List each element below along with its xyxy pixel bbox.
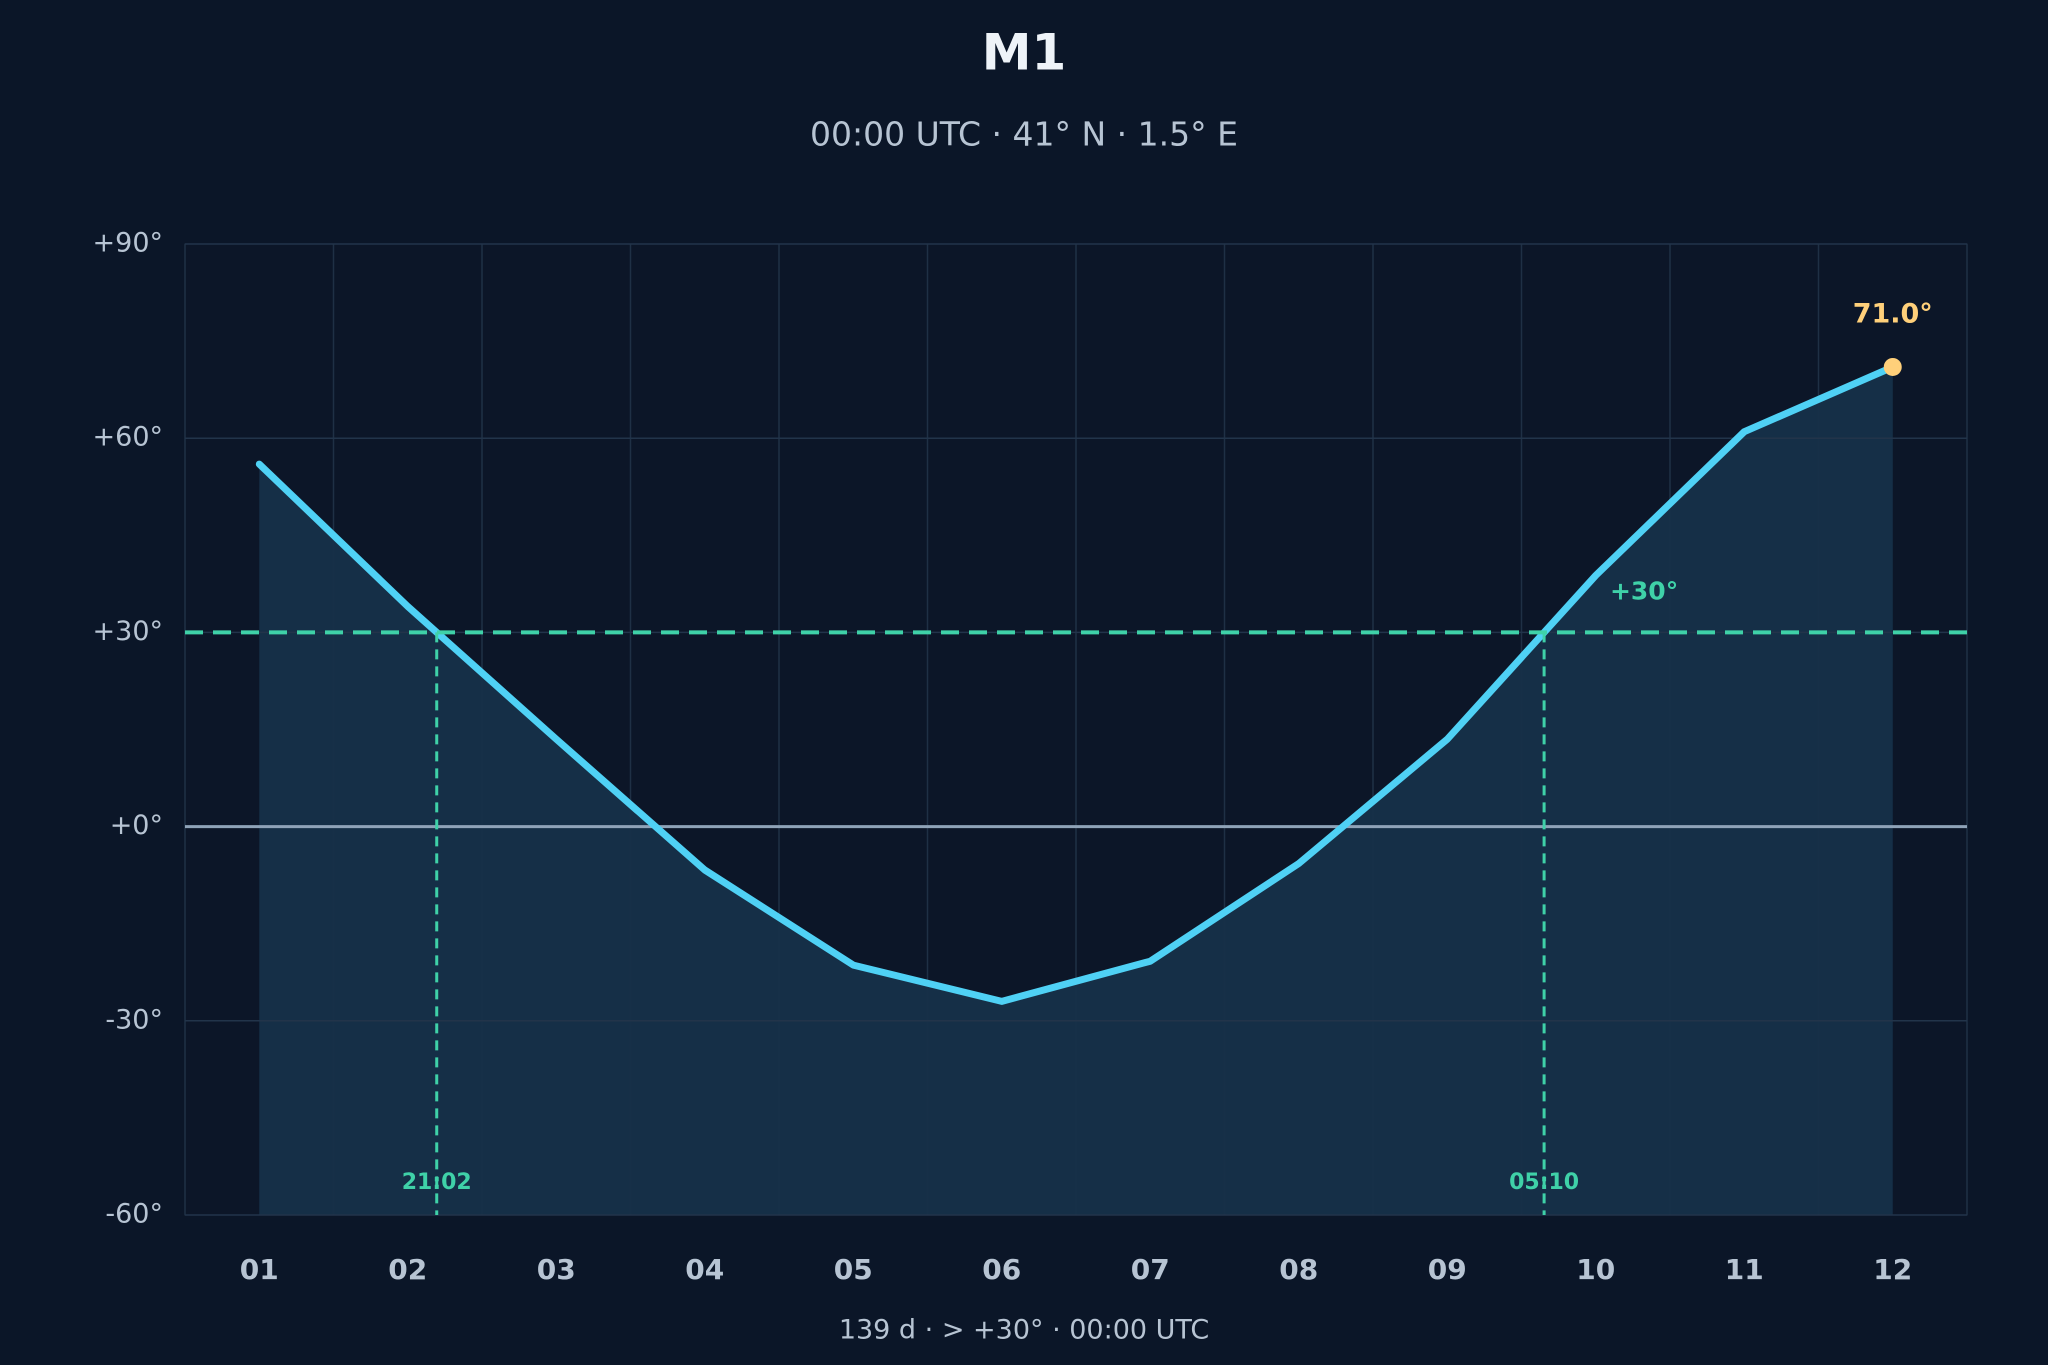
x-tick-label: 03: [537, 1253, 576, 1286]
threshold-label: +30°: [1610, 576, 1678, 605]
x-tick-label: 04: [685, 1253, 724, 1286]
x-tick-label: 08: [1279, 1253, 1318, 1286]
y-tick-label: +90°: [93, 228, 163, 259]
y-tick-label: +30°: [93, 616, 163, 647]
footer: 139 d · > +30° · 00:00 UTC: [839, 1315, 1209, 1346]
y-tick-label: +0°: [110, 810, 163, 841]
x-tick-label: 12: [1873, 1253, 1912, 1286]
x-tick-label: 09: [1428, 1253, 1467, 1286]
x-tick-label: 06: [982, 1253, 1021, 1286]
area: [259, 367, 1893, 1215]
peak-marker: [1883, 357, 1902, 376]
x-tick-label: 10: [1576, 1253, 1615, 1286]
y-tick-label: +60°: [93, 422, 163, 453]
crossing-label: 21:02: [402, 1170, 472, 1195]
x-tick-label: 02: [388, 1253, 427, 1286]
crossing-label: 05:10: [1509, 1170, 1579, 1195]
x-tick-label: 05: [834, 1253, 873, 1286]
x-tick-label: 07: [1131, 1253, 1170, 1286]
peak-label: 71.0°: [1853, 298, 1933, 329]
line: [255, 363, 1897, 1005]
x-tick-label: 11: [1725, 1253, 1764, 1286]
chart-subtitle: 00:00 UTC · 41° N · 1.5° E: [810, 115, 1238, 154]
chart-title: M1: [982, 24, 1067, 82]
x-tick-label: 01: [240, 1253, 279, 1286]
y-tick-label: -60°: [105, 1199, 163, 1230]
y-tick-label: -30°: [105, 1004, 163, 1035]
